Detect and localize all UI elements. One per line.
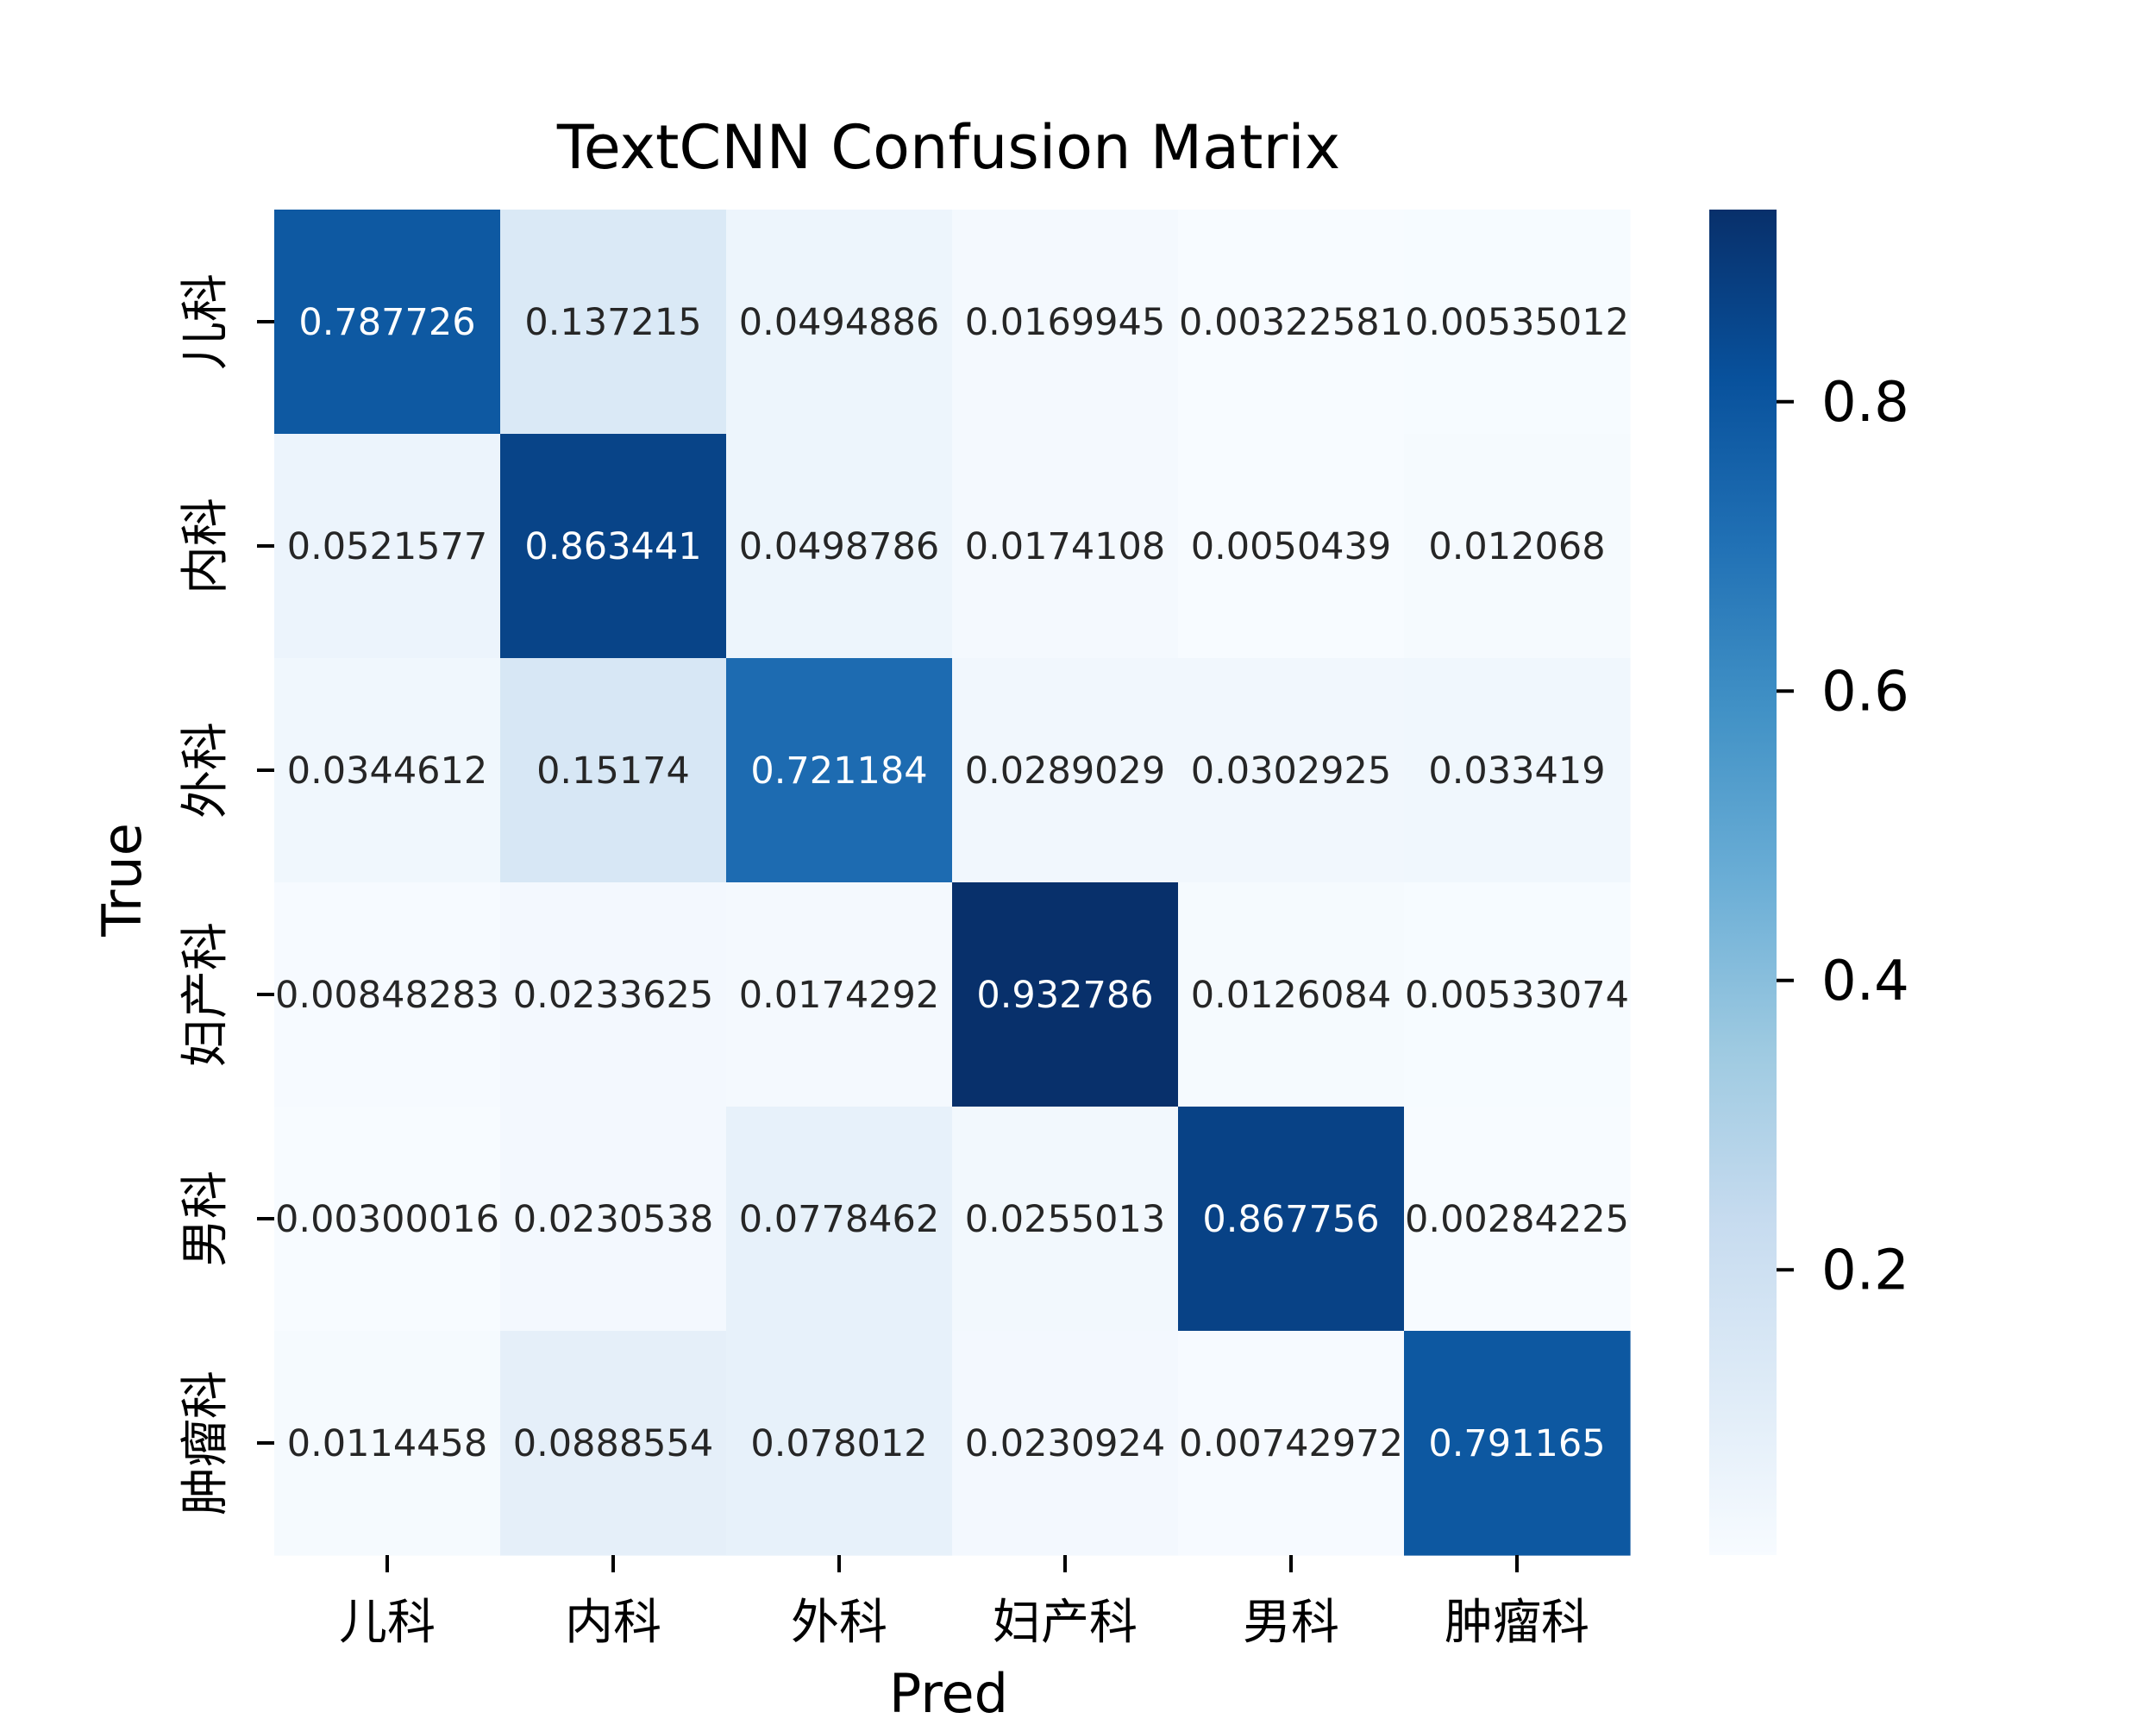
colorbar-ticks: 0.2 0.4 0.6 0.8 — [1777, 371, 1909, 1302]
cell-value-label: 0.721184 — [750, 750, 927, 793]
cell-value-label: 0.0230538 — [513, 1198, 714, 1241]
heatmap-cell — [500, 882, 727, 1107]
x-tick-label: 儿科 — [339, 1595, 436, 1651]
cell-value-label: 0.00300016 — [275, 1198, 499, 1241]
cell-value-label: 0.00848283 — [275, 974, 499, 1017]
x-tick-label: 内科 — [565, 1595, 661, 1651]
cell-value-label: 0.00533074 — [1405, 974, 1629, 1017]
heatmap-cell — [1404, 882, 1631, 1107]
heatmap-cell — [500, 210, 727, 435]
cell-value-label: 0.0344612 — [287, 750, 488, 793]
heatmap-cell — [726, 1107, 953, 1332]
heatmap-cell — [1178, 210, 1405, 435]
cell-value-label: 0.0888554 — [513, 1422, 714, 1465]
x-axis-label: Pred — [889, 1662, 1008, 1725]
colorbar-tick-label: 0.4 — [1821, 950, 1909, 1013]
cell-value-label: 0.0114458 — [287, 1422, 488, 1465]
colorbar-tick-label: 0.8 — [1821, 371, 1909, 435]
x-tick-label: 妇产科 — [993, 1595, 1138, 1651]
heatmap-cell — [1404, 210, 1631, 435]
cell-value-label: 0.00535012 — [1405, 301, 1629, 344]
y-tick-label: 内科 — [178, 498, 234, 594]
heatmap-cell — [726, 434, 953, 659]
heatmap-cell — [274, 210, 501, 435]
cell-value-label: 0.00742972 — [1179, 1422, 1403, 1465]
heatmap-cell — [1404, 434, 1631, 659]
cell-value-label: 0.012068 — [1428, 525, 1605, 568]
y-tick-label: 妇产科 — [178, 922, 234, 1067]
cell-value-label: 0.932786 — [976, 974, 1153, 1017]
x-tick-label: 男科 — [1243, 1595, 1339, 1651]
y-tick-label: 男科 — [178, 1170, 234, 1267]
heatmap-cell — [1178, 1331, 1405, 1556]
cell-value-label: 0.0289029 — [965, 750, 1166, 793]
x-tick-label: 肿瘤科 — [1445, 1595, 1589, 1651]
cell-value-label: 0.863441 — [524, 525, 701, 568]
y-tick-label: 儿科 — [178, 273, 234, 370]
heatmap-cell — [1404, 1107, 1631, 1332]
x-axis-ticks: 儿科 内科 外科 妇产科 男科 肿瘤科 — [339, 1555, 1589, 1651]
heatmap-cell — [500, 1331, 727, 1556]
heatmap-cell — [952, 210, 1179, 435]
x-tick-label: 外科 — [791, 1595, 887, 1651]
cell-value-label: 0.15174 — [536, 750, 690, 793]
cell-value-label: 0.0302925 — [1191, 750, 1392, 793]
cell-value-label: 0.0230924 — [965, 1422, 1166, 1465]
heatmap-cell — [1404, 658, 1631, 883]
chart-title: TextCNN Confusion Matrix — [556, 112, 1340, 183]
heatmap-cell — [952, 1331, 1179, 1556]
heatmap-cell — [274, 434, 501, 659]
heatmap-cell — [1178, 882, 1405, 1107]
heatmap-cell — [274, 882, 501, 1107]
colorbar-tick-label: 0.2 — [1821, 1239, 1909, 1302]
heatmap-cell — [500, 434, 727, 659]
y-tick-label: 肿瘤科 — [178, 1371, 234, 1515]
heatmap-cell — [1178, 658, 1405, 883]
heatmap-cell — [726, 210, 953, 435]
heatmap-cell — [952, 1107, 1179, 1332]
cell-value-label: 0.0498786 — [739, 525, 940, 568]
cell-value-label: 0.00322581 — [1179, 301, 1403, 344]
cell-value-label: 0.791165 — [1428, 1422, 1605, 1465]
heatmap-cell — [274, 1107, 501, 1332]
y-axis-label: True — [91, 823, 154, 938]
cell-value-label: 0.0494886 — [739, 301, 940, 344]
cell-value-label: 0.0174108 — [965, 525, 1166, 568]
heatmap-cell — [1178, 434, 1405, 659]
heatmap-cell — [952, 434, 1179, 659]
cell-value-label: 0.0169945 — [965, 301, 1166, 344]
cell-value-label: 0.0174292 — [739, 974, 940, 1017]
y-tick-label: 外科 — [178, 722, 234, 819]
heatmap-cells: 0.787726 0.137215 0.0494886 0.0169945 0.0032… — [274, 210, 1631, 1556]
heatmap-cell — [726, 882, 953, 1107]
cell-value-label: 0.867756 — [1202, 1198, 1379, 1241]
heatmap-cell — [726, 1331, 953, 1556]
heatmap-cell — [952, 882, 1179, 1107]
cell-value-label: 0.137215 — [524, 301, 701, 344]
cell-value-label: 0.0233625 — [513, 974, 714, 1017]
cell-value-label: 0.0050439 — [1191, 525, 1392, 568]
cell-value-label: 0.0521577 — [287, 525, 488, 568]
cell-value-label: 0.0126084 — [1191, 974, 1392, 1017]
cell-value-label: 0.0255013 — [965, 1198, 1166, 1241]
colorbar — [1709, 210, 1777, 1555]
heatmap-cell — [1404, 1331, 1631, 1556]
cell-value-label: 0.00284225 — [1405, 1198, 1629, 1241]
cell-value-label: 0.787726 — [298, 301, 475, 344]
heatmap-cell — [500, 1107, 727, 1332]
heatmap-cell — [500, 658, 727, 883]
cell-value-label: 0.078012 — [750, 1422, 927, 1465]
cell-value-label: 0.033419 — [1428, 750, 1605, 793]
colorbar-tick-label: 0.6 — [1821, 660, 1909, 724]
heatmap-cell — [274, 658, 501, 883]
heatmap-cell — [1178, 1107, 1405, 1332]
cell-value-label: 0.0778462 — [739, 1198, 940, 1241]
heatmap-cell — [274, 1331, 501, 1556]
heatmap-cell — [726, 658, 953, 883]
heatmap-cell — [952, 658, 1179, 883]
